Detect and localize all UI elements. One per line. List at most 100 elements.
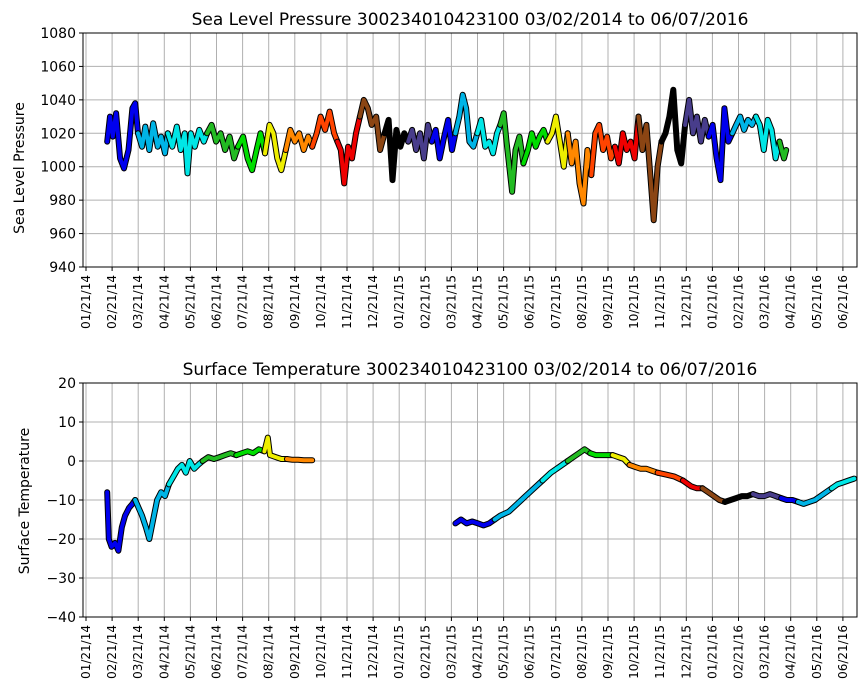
x-tick-label: 06/21/14: [210, 275, 224, 329]
series-lines: [104, 434, 857, 554]
x-tick-label: 05/21/15: [497, 275, 511, 329]
x-tick-label: 07/21/15: [549, 275, 563, 329]
y-tick-label: 10: [58, 415, 76, 431]
grid: [83, 382, 857, 618]
x-tick-label: 01/21/16: [705, 275, 719, 329]
grid: [83, 32, 857, 268]
x-tick-label: 12/21/14: [366, 275, 380, 329]
y-tick-label: 1060: [40, 59, 76, 75]
y-axis-label: Surface Temperature: [17, 428, 33, 574]
x-tick-label: 01/21/14: [79, 275, 93, 329]
x-tick-label: 04/21/14: [157, 275, 171, 329]
plot-frame: [82, 32, 858, 268]
x-tick-label: 12/21/15: [679, 625, 693, 679]
x-tick-label: 04/21/16: [784, 275, 798, 329]
y-tick-label: −30: [46, 571, 76, 587]
x-tick-label: 01/21/15: [392, 275, 406, 329]
series-segment: [589, 122, 617, 178]
x-tick-label: 11/21/14: [340, 275, 354, 329]
x-tick-label: 12/21/14: [366, 625, 380, 679]
x-tick-label: 05/21/16: [810, 275, 824, 329]
series-segment: [683, 97, 711, 144]
x-tick-label: 03/21/15: [444, 625, 458, 679]
y-tick-label: 1080: [40, 26, 76, 42]
x-tick-label: 11/21/15: [653, 625, 667, 679]
x-tick-label: 01/21/16: [705, 625, 719, 679]
series-segment: [475, 117, 503, 156]
series-segment: [262, 435, 289, 461]
series-segment: [636, 114, 664, 223]
x-tick-label: 02/21/14: [105, 275, 119, 329]
y-ticks: 940 960 980 1000 1020 1040 1060 1080: [40, 26, 83, 276]
series-segment: [521, 127, 550, 166]
x-tick-label: 09/21/14: [288, 625, 302, 679]
x-tick-label: 05/21/14: [183, 625, 197, 679]
x-tick-label: 02/21/16: [732, 275, 746, 329]
x-tick-label: 03/21/14: [131, 275, 145, 329]
series-segment: [136, 121, 170, 156]
series-segment: [498, 111, 526, 194]
x-tick-label: 08/21/14: [262, 625, 276, 679]
series-segment: [751, 492, 784, 501]
series-segment: [700, 486, 727, 504]
x-tick-label: 06/21/16: [836, 275, 850, 329]
series-segment: [165, 124, 210, 176]
x-tick-label: 05/21/16: [810, 625, 824, 679]
y-tick-label: 940: [49, 260, 76, 276]
x-tick-label: 02/21/15: [418, 275, 432, 329]
series-segment: [777, 139, 789, 161]
series-segment: [310, 109, 340, 149]
x-tick-label: 04/21/16: [784, 625, 798, 679]
x-tick-label: 04/21/15: [471, 275, 485, 329]
series-segment: [829, 476, 857, 491]
x-tick-label: 08/21/14: [262, 275, 276, 329]
series-segment: [429, 117, 458, 161]
x-tick-label: 06/21/16: [836, 625, 850, 679]
series-segment: [796, 486, 834, 506]
x-tick-label: 10/21/14: [314, 275, 328, 329]
x-tick-label: 09/21/15: [601, 625, 615, 679]
series-segment: [205, 122, 240, 161]
y-tick-label: 20: [58, 376, 76, 392]
series-segment: [200, 451, 239, 463]
series-segment: [234, 447, 267, 458]
series-segment: [357, 97, 387, 152]
series-segment: [284, 457, 315, 463]
sea-level-pressure-chart: Sea Level Pressure 300234010423100 03/02…: [12, 10, 858, 329]
x-tick-label: 08/21/15: [575, 275, 589, 329]
series-segment: [133, 482, 171, 541]
x-tick-label: 10/21/14: [314, 625, 328, 679]
x-tick-label: 10/21/15: [627, 625, 641, 679]
series-segment: [263, 122, 288, 173]
x-tick-label: 02/21/16: [732, 625, 746, 679]
series-segment: [612, 114, 641, 166]
x-tick-label: 04/21/15: [471, 625, 485, 679]
x-tick-label: 09/21/14: [288, 275, 302, 329]
series-segment: [105, 101, 140, 171]
x-tick-label: 06/21/15: [523, 625, 537, 679]
series-segment: [236, 131, 267, 173]
y-tick-label: −40: [46, 610, 76, 626]
x-ticks: 01/21/14 02/21/14 03/21/14 04/21/14 05/21/14…: [79, 617, 850, 679]
series-segment: [588, 451, 615, 458]
y-tick-label: 960: [49, 227, 76, 243]
series-segment: [335, 114, 362, 186]
y-tick-label: 1040: [40, 93, 76, 109]
x-tick-label: 04/21/14: [157, 625, 171, 679]
series-segment: [453, 517, 497, 528]
x-tick-label: 07/21/14: [236, 625, 250, 679]
series-segment: [706, 106, 735, 183]
x-tick-label: 07/21/14: [236, 275, 250, 329]
x-tick-label: 03/21/16: [758, 275, 772, 329]
x-tick-label: 05/21/14: [183, 275, 197, 329]
series-segment: [610, 453, 632, 467]
series-segment: [382, 117, 411, 183]
x-tick-label: 11/21/14: [340, 625, 354, 679]
series-segment: [655, 470, 685, 483]
x-tick-label: 06/21/15: [523, 275, 537, 329]
series-segment: [753, 114, 782, 161]
x-tick-label: 03/21/16: [758, 625, 772, 679]
series-segment: [540, 459, 570, 483]
y-tick-label: 1000: [40, 160, 76, 176]
